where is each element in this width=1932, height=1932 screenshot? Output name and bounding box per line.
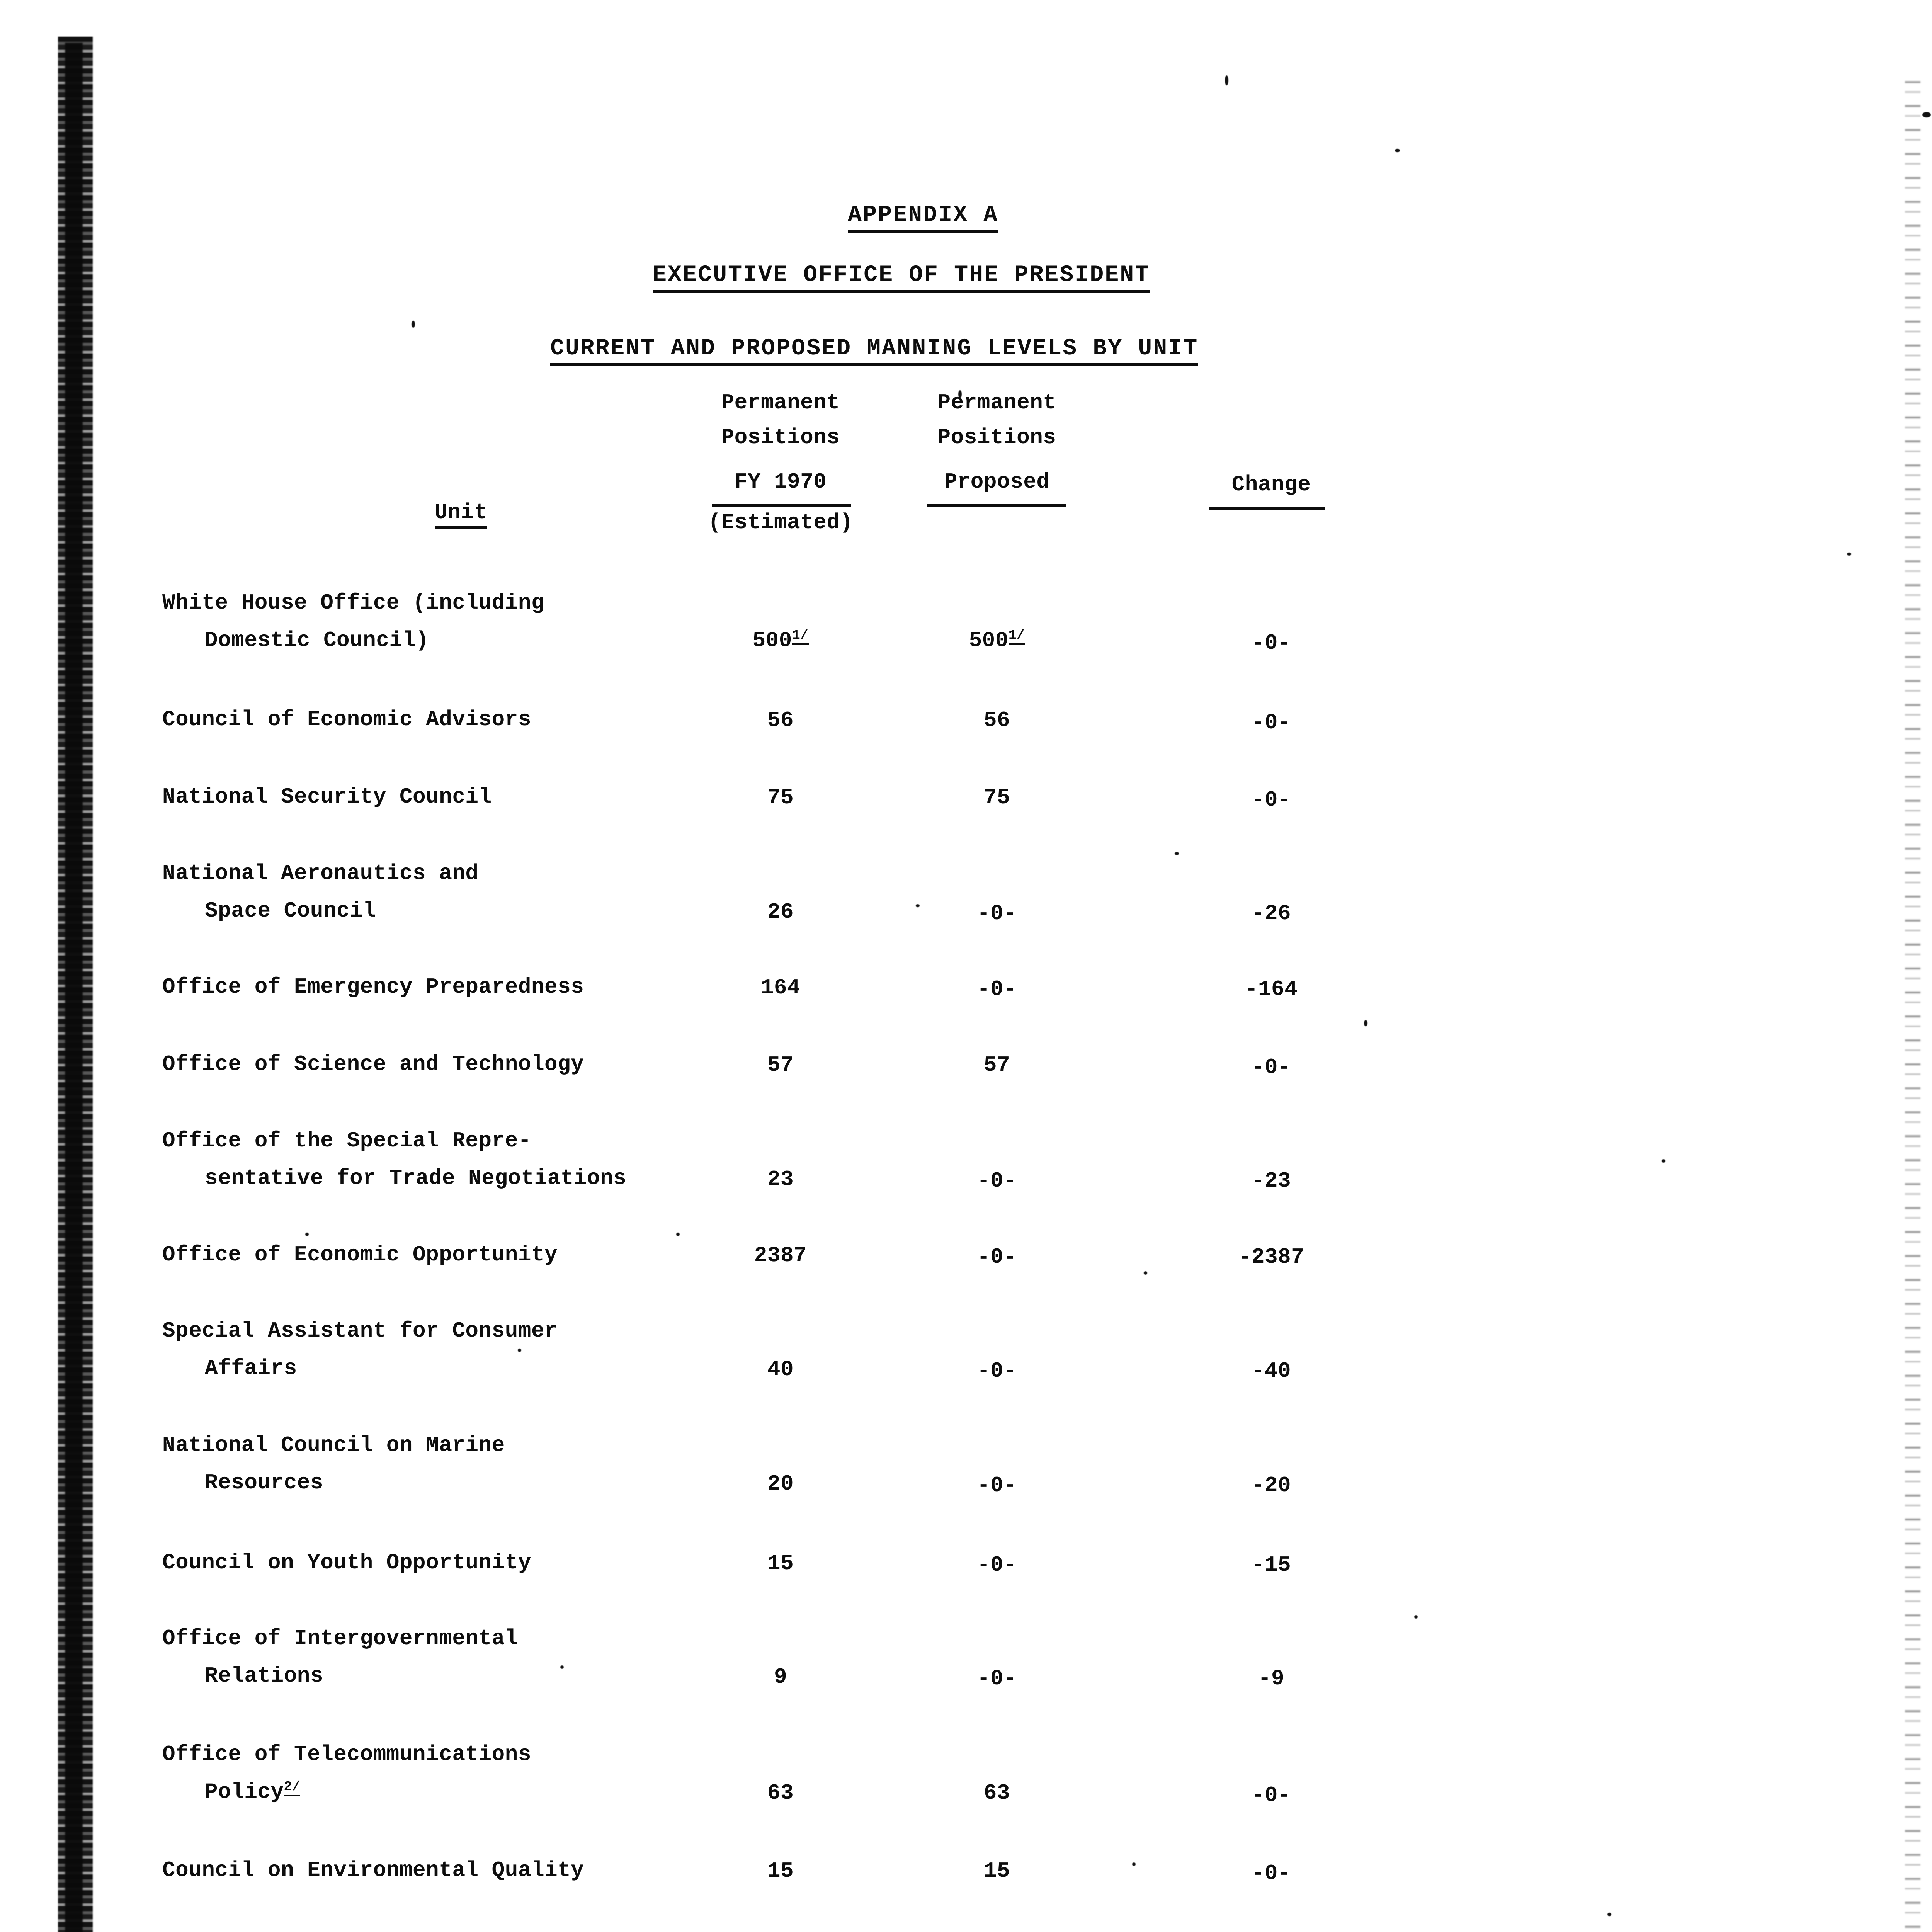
document-title-line-1: EXECUTIVE OFFICE OF THE PRESIDENT [562, 236, 1150, 315]
row-label: Office of Economic Opportunity [162, 1242, 558, 1267]
row-label: White House Office (including [162, 590, 545, 615]
cell-proposed: -0- [977, 977, 1017, 1002]
cell-fy1970: 40 [767, 1357, 794, 1382]
row-label: Policy2/ [205, 1779, 301, 1804]
cell-proposed: 57 [983, 1053, 1010, 1077]
cell-change: -0- [1251, 1783, 1291, 1808]
footnote-marker: 2/ [284, 1779, 301, 1796]
cell-fy1970: 9 [774, 1665, 787, 1689]
cell-proposed: -0- [977, 1666, 1017, 1691]
row-label: Council on Environmental Quality [162, 1858, 584, 1883]
column-header-change: Change [1231, 472, 1311, 497]
cell-fy1970: 56 [767, 708, 794, 733]
cell-proposed: -0- [977, 1168, 1017, 1193]
cell-change: -20 [1251, 1473, 1291, 1498]
cell-proposed: 56 [983, 708, 1010, 733]
cell-fy1970: 15 [767, 1859, 794, 1883]
cell-change: -40 [1251, 1359, 1291, 1383]
row-label: Domestic Council) [205, 628, 429, 653]
row-label: Office of Telecommunications [162, 1742, 531, 1767]
cell-proposed: 75 [983, 785, 1010, 810]
cell-change: -0- [1251, 787, 1291, 812]
cell-proposed: 63 [983, 1781, 1010, 1805]
appendix-title: APPENDIX A [757, 176, 999, 255]
cell-change: -23 [1251, 1168, 1291, 1193]
row-label: sentative for Trade Negotiations [205, 1166, 627, 1190]
row-label: Office of Science and Technology [162, 1052, 584, 1077]
row-label: National Aeronautics and [162, 861, 479, 886]
cell-change: -15 [1251, 1553, 1291, 1577]
column-header-fy1970-line3: FY 1970 [734, 469, 827, 494]
row-label: Special Assistant for Consumer [162, 1318, 558, 1343]
cell-change: -0- [1251, 1055, 1291, 1080]
cell-change: -0- [1251, 1861, 1291, 1886]
cell-change: -0- [1251, 631, 1291, 655]
cell-proposed: -0- [977, 1245, 1017, 1269]
cell-fy1970: 20 [767, 1471, 794, 1496]
cell-fy1970: 5001/ [752, 628, 809, 653]
cell-fy1970: 23 [767, 1167, 794, 1192]
row-label: National Security Council [162, 784, 492, 809]
column-header-fy1970-line1: Permanent [721, 390, 840, 415]
row-label: Council of Economic Advisors [162, 707, 531, 732]
cell-fy1970: 2387 [754, 1243, 807, 1268]
cell-fy1970: 15 [767, 1551, 794, 1576]
row-label: Affairs [205, 1356, 297, 1381]
column-header-proposed-line2: Positions [937, 425, 1056, 450]
cell-change: -2387 [1238, 1245, 1304, 1269]
row-label: Office of the Special Repre- [162, 1128, 531, 1153]
cell-proposed: 5001/ [969, 628, 1025, 653]
cell-proposed: -0- [977, 901, 1017, 926]
column-header-proposed-line1: Permanent [937, 390, 1056, 415]
cell-proposed: -0- [977, 1553, 1017, 1577]
row-label: Office of Emergency Preparedness [162, 975, 584, 999]
cell-fy1970: 57 [767, 1053, 794, 1077]
column-header-change-rule [1209, 507, 1325, 510]
column-header-proposed-line3: Proposed [944, 469, 1050, 494]
column-header-unit: Unit [355, 475, 488, 549]
row-label: Council on Youth Opportunity [162, 1550, 531, 1575]
appendix-title-text: APPENDIX A [848, 202, 999, 233]
cell-fy1970: 26 [767, 900, 794, 924]
cell-proposed: 15 [983, 1859, 1010, 1883]
row-label: Resources [205, 1470, 323, 1495]
footnote-marker: 1/ [792, 628, 809, 645]
cell-change: -26 [1251, 901, 1291, 926]
cell-change: -0- [1251, 710, 1291, 735]
column-header-fy1970-line2: Positions [721, 425, 840, 450]
cell-change: -9 [1258, 1666, 1285, 1691]
row-label: Space Council [205, 898, 376, 923]
cell-proposed: -0- [977, 1359, 1017, 1383]
footnote-marker: 1/ [1008, 628, 1025, 645]
column-header-unit-text: Unit [434, 500, 488, 529]
cell-proposed: -0- [977, 1473, 1017, 1498]
document-title-line-1-text: EXECUTIVE OFFICE OF THE PRESIDENT [653, 262, 1150, 293]
cell-fy1970: 75 [767, 785, 794, 810]
row-label: National Council on Marine [162, 1433, 505, 1458]
row-label: Relations [205, 1663, 323, 1688]
cell-change: -164 [1245, 977, 1298, 1002]
cell-fy1970: 164 [760, 975, 801, 1000]
column-header-proposed-rule [927, 504, 1066, 507]
document-title-line-2-text: CURRENT AND PROPOSED MANNING LEVELS BY U… [550, 335, 1199, 366]
row-label: Office of Intergovernmental [162, 1626, 518, 1651]
document-title-line-2: CURRENT AND PROPOSED MANNING LEVELS BY U… [460, 309, 1199, 388]
column-header-fy1970-rule [712, 504, 851, 507]
column-header-fy1970-estimated: (Estimated) [708, 510, 853, 535]
cell-fy1970: 63 [767, 1781, 794, 1805]
